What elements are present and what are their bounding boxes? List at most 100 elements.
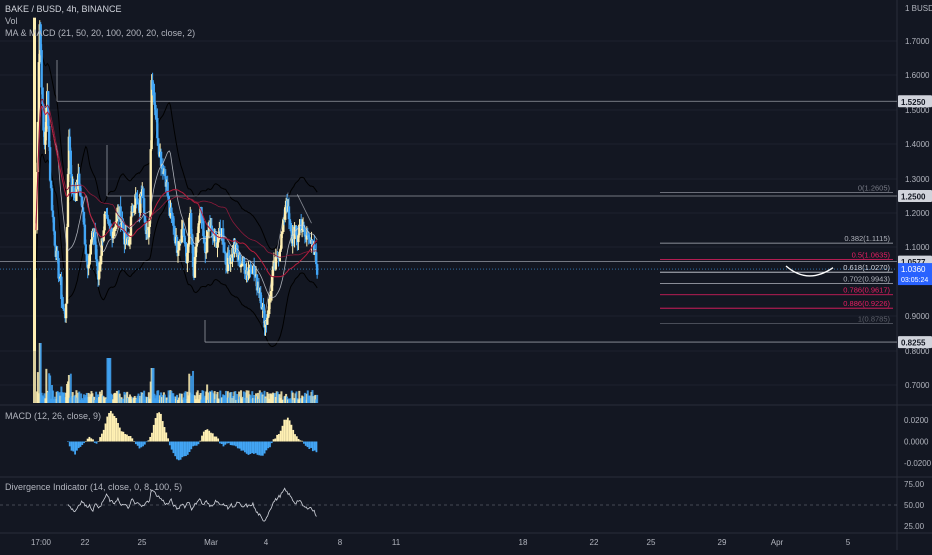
volume-bar	[49, 375, 52, 403]
macd-bar	[297, 438, 300, 442]
macd-bar	[231, 441, 234, 446]
candle-body	[68, 136, 72, 151]
macd-bar	[244, 441, 246, 453]
macd-bar	[251, 441, 253, 454]
macd-bar	[122, 431, 125, 442]
candle-body	[49, 180, 53, 189]
candle-body	[142, 198, 146, 216]
candles	[33, 17, 319, 352]
macd-bar	[113, 415, 116, 442]
candle-body	[203, 236, 206, 242]
macd-bar	[208, 430, 211, 442]
volume-bar	[236, 394, 239, 403]
macd-bar	[81, 441, 84, 445]
volume-bar	[192, 370, 195, 403]
volume-bar	[193, 395, 196, 403]
candle-body	[157, 138, 160, 146]
candle-body	[58, 278, 61, 280]
volume-bar	[180, 393, 183, 403]
candle-body	[42, 104, 45, 131]
candle-body	[167, 196, 170, 201]
candle-body	[62, 304, 65, 309]
price-tick: 0.8000	[905, 347, 930, 356]
volume-bar	[157, 390, 160, 403]
candle-body	[143, 215, 147, 223]
candle-body	[222, 244, 226, 252]
candle-body	[255, 274, 259, 291]
candle-body	[57, 258, 60, 279]
candle-body	[147, 226, 151, 238]
candle-body	[311, 239, 314, 246]
candle-body	[266, 317, 269, 325]
candle-body	[144, 222, 148, 235]
candle-body	[56, 250, 59, 259]
candle-body	[195, 242, 198, 247]
time-tick: Mar	[204, 538, 218, 547]
level-label: 1.2500	[901, 193, 926, 202]
macd-tick: -0.0200	[904, 459, 932, 468]
divergence-pane	[0, 487, 897, 522]
fib-label: 1(0.8785)	[858, 315, 891, 324]
candle-body	[285, 200, 289, 212]
macd-legend[interactable]: MACD (12, 26, close, 9)	[5, 411, 102, 421]
macd-bar	[106, 416, 109, 442]
macd-bar	[236, 441, 239, 449]
volume-bar	[51, 390, 54, 403]
chart-legend: BAKE / BUSD, 4h, BINANCE Vol MA & MACD (…	[5, 3, 195, 39]
candle-body	[94, 232, 97, 245]
volume-bar	[316, 394, 319, 403]
fib-label: 0.5(1.0635)	[852, 251, 891, 260]
macd-bar	[278, 434, 280, 442]
candle-body	[40, 50, 43, 88]
candle-body	[226, 252, 230, 272]
symbol-title[interactable]: BAKE / BUSD, 4h, BINANCE	[5, 4, 122, 14]
macd-bar	[281, 425, 284, 442]
candle-body	[99, 255, 103, 265]
macd-bar	[176, 441, 178, 460]
macd-bar	[199, 440, 202, 442]
macd-bar	[170, 441, 173, 450]
candle-body	[300, 228, 304, 230]
macd-bar	[102, 429, 105, 442]
candle-body	[270, 275, 274, 292]
candle-body	[41, 87, 44, 105]
candle-body	[194, 246, 198, 258]
candle-body	[224, 253, 228, 265]
volume-bar	[143, 390, 146, 403]
horizontal-levels[interactable]	[0, 60, 897, 343]
candle-body	[108, 223, 111, 226]
candle-body	[308, 237, 311, 243]
candle-body	[263, 310, 266, 328]
macd-bar	[131, 438, 134, 442]
candle-body	[134, 193, 137, 206]
macd-bar	[303, 441, 305, 444]
divergence-legend[interactable]: Divergence Indicator (14, close, 0, 8, 1…	[5, 482, 183, 492]
time-tick: 22	[81, 538, 90, 547]
macd-bar	[68, 441, 71, 447]
volume-bar	[184, 391, 187, 403]
macd-bar	[306, 441, 309, 448]
macd-bar	[142, 441, 144, 447]
macd-bar	[104, 423, 107, 442]
macd-bar	[219, 441, 221, 444]
macd-bar	[238, 441, 241, 449]
volume-legend[interactable]: Vol	[5, 16, 18, 26]
macd-bar	[134, 441, 137, 445]
volume-bar	[256, 392, 259, 403]
candle-body	[119, 206, 122, 222]
macd-bar	[140, 441, 143, 448]
candle-body	[150, 80, 153, 150]
candle-body	[87, 264, 90, 269]
candle-body	[159, 151, 163, 166]
candle-body	[184, 242, 187, 247]
candle-body	[315, 252, 318, 265]
volume-bar	[291, 392, 294, 403]
fib-retracement[interactable]: 0(1.2605) 0.382(1.1115) 0.5(1.0635) 0.618(1…	[262, 183, 893, 324]
ma-legend[interactable]: MA & MACD (21, 50, 20, 100, 200, 20, clo…	[5, 28, 196, 38]
candle-body	[278, 251, 281, 259]
candle-body	[166, 182, 169, 197]
candle-body	[81, 207, 85, 212]
